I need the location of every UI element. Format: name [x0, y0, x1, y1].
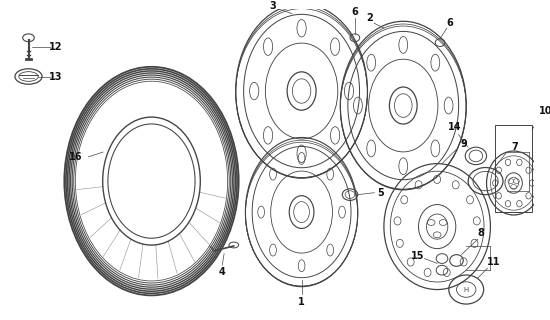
Text: 11: 11 — [487, 257, 500, 268]
Text: 6: 6 — [447, 18, 453, 28]
Text: 7: 7 — [512, 142, 518, 152]
Text: 6: 6 — [351, 7, 358, 17]
Text: 14: 14 — [448, 122, 461, 132]
Text: 8: 8 — [477, 228, 484, 238]
Text: 12: 12 — [49, 43, 62, 52]
Text: 2: 2 — [366, 13, 373, 23]
Text: 13: 13 — [49, 71, 62, 82]
Bar — [495, 125, 532, 212]
Text: 5: 5 — [378, 188, 384, 198]
Text: H: H — [464, 286, 469, 292]
Text: 4: 4 — [219, 267, 225, 277]
Text: 10: 10 — [539, 106, 550, 116]
Text: 9: 9 — [461, 139, 468, 149]
Text: 16: 16 — [69, 152, 82, 162]
Text: 15: 15 — [411, 251, 425, 261]
Text: 1: 1 — [298, 297, 305, 307]
Text: 3: 3 — [269, 1, 276, 11]
